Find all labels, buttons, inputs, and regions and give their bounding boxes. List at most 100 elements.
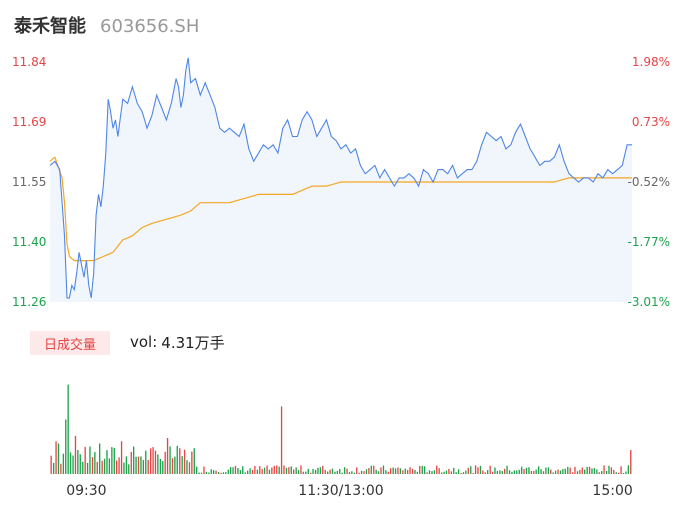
volume-bar — [336, 471, 339, 474]
volume-bar — [525, 467, 528, 474]
volume-bar — [547, 467, 550, 474]
volume-bar — [431, 471, 433, 474]
volume-bar — [472, 472, 474, 474]
volume-bar — [290, 466, 292, 474]
volume-bar — [157, 454, 159, 474]
volume-bar — [179, 448, 181, 474]
time-tick-label: 09:30 — [66, 483, 106, 499]
volume-bar — [453, 467, 455, 474]
volume-bar — [181, 456, 183, 474]
percent-tick-label: -0.52% — [628, 175, 670, 189]
volume-bar — [377, 471, 380, 474]
volume-bar — [154, 450, 157, 474]
volume-bar — [622, 472, 625, 474]
volume-bar — [424, 466, 426, 474]
volume-bar — [133, 446, 135, 474]
volume-bar — [409, 467, 411, 474]
volume-bar — [159, 458, 162, 474]
volume-value: 4.31万手 — [161, 333, 225, 352]
price-tick-label: 11.55 — [12, 175, 46, 189]
volume-badge[interactable]: 日成交量 — [30, 331, 110, 355]
volume-bar — [234, 465, 237, 474]
volume-bar — [193, 448, 195, 474]
volume-bar — [256, 469, 259, 474]
volume-bar — [397, 467, 399, 474]
volume-bar — [416, 471, 419, 474]
volume-bar — [341, 472, 343, 474]
stock-header: 泰禾智能 603656.SH — [14, 12, 199, 40]
volume-bar — [152, 447, 154, 474]
volume-bar — [176, 445, 178, 474]
volume-bar — [474, 465, 477, 474]
volume-bar — [263, 467, 266, 474]
volume-bar — [300, 465, 302, 474]
volume-bar — [91, 457, 94, 474]
volume-bar — [605, 471, 608, 474]
volume-bar — [542, 471, 545, 474]
volume-bar — [244, 472, 246, 474]
volume-bar — [319, 467, 322, 474]
volume-bar — [538, 466, 540, 474]
volume-bar — [200, 472, 203, 474]
volume-bar — [620, 466, 622, 474]
price-tick-label: 11.69 — [12, 115, 46, 129]
volume-bar — [530, 471, 533, 474]
volume-bar — [593, 468, 596, 474]
volume-bar — [518, 469, 520, 474]
volume-bar — [596, 469, 598, 474]
volume-bar — [74, 435, 77, 474]
volume-bar — [145, 450, 147, 474]
volume-bar — [183, 449, 186, 474]
volume-bar — [130, 451, 132, 474]
volume-bar — [428, 470, 431, 474]
volume-bar — [385, 470, 387, 474]
volume-bar — [259, 466, 261, 474]
volume-bar — [302, 471, 305, 474]
volume-bar — [271, 467, 273, 474]
volume-bar — [370, 465, 372, 474]
volume-bar — [60, 463, 62, 474]
stock-name: 泰禾智能 — [14, 16, 86, 37]
volume-bar — [324, 469, 326, 474]
volume-bar — [414, 470, 416, 474]
volume-bar — [610, 467, 613, 474]
volume-bar — [69, 452, 72, 474]
volume-bar — [186, 460, 188, 474]
volume-bar — [465, 470, 467, 474]
volume-bar — [99, 443, 101, 474]
volume-bar — [278, 466, 280, 474]
volume-bar — [135, 456, 137, 474]
volume-bar — [280, 406, 283, 474]
volume-bar — [506, 465, 508, 474]
volume-bar — [242, 466, 244, 474]
volume-bar — [314, 469, 317, 474]
volume-bar — [574, 466, 576, 474]
volume-bar — [482, 470, 484, 474]
volume-bar — [285, 467, 288, 474]
volume-bar — [101, 460, 103, 474]
volume-bar — [457, 469, 460, 474]
volume-bar — [331, 468, 334, 474]
volume-bar — [484, 472, 486, 474]
volume-bar — [467, 467, 469, 474]
volume-bar — [392, 467, 394, 474]
volume-bar — [174, 456, 176, 474]
volume-bar — [198, 472, 200, 474]
volume-bar — [310, 472, 312, 474]
volume-bar — [305, 471, 307, 474]
volume-bar — [557, 469, 559, 474]
volume-bar — [147, 460, 149, 474]
volume-bar — [501, 471, 503, 474]
volume-bar — [162, 461, 164, 474]
volume-bar — [307, 468, 309, 474]
volume-bar — [293, 469, 295, 474]
volume-bar — [53, 463, 55, 474]
volume-bar — [399, 468, 402, 474]
volume-bar — [89, 446, 91, 474]
volume-bar — [363, 471, 365, 474]
volume-bar — [523, 469, 525, 474]
volume-bar — [196, 466, 198, 474]
volume-bar — [295, 467, 297, 474]
volume-bar — [438, 468, 440, 474]
volume-bar — [508, 470, 511, 474]
